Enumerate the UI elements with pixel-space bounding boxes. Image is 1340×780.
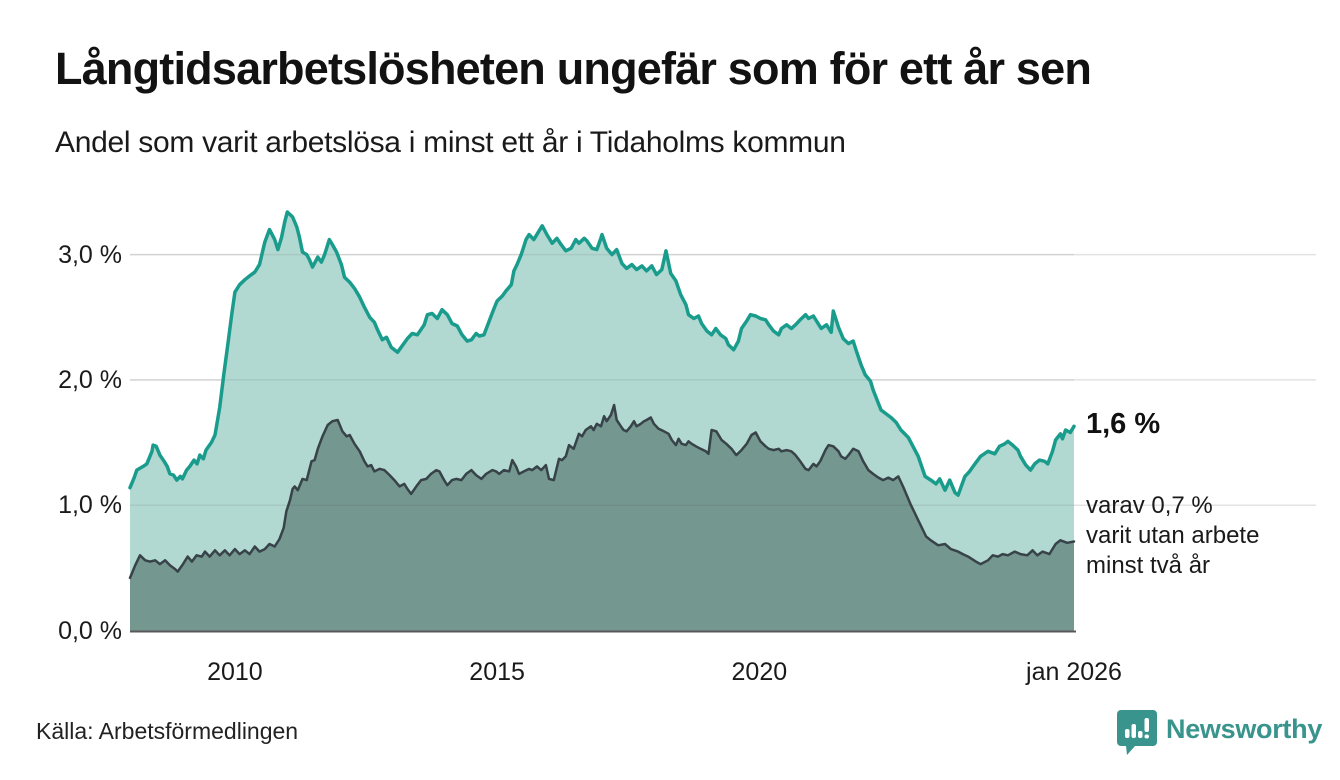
brand-name: Newsworthy [1166, 714, 1323, 744]
x-axis-tick-label: 2020 [731, 658, 788, 686]
y-axis-tick-label: 0,0 % [58, 616, 122, 645]
y-axis-tick-label: 1,0 % [58, 491, 122, 520]
y-axis-tick-label: 3,0 % [58, 240, 122, 269]
y-axis-tick-label: 2,0 % [58, 365, 122, 394]
end-value-annotation: varav 0,7 % varit utan arbete minst två … [1086, 491, 1259, 581]
annotation-line: varav 0,7 % [1086, 492, 1213, 519]
x-axis-tick-label: 2015 [469, 658, 525, 686]
end-value-label: 1,6 % [1086, 408, 1161, 440]
annotation-line: varit utan arbete [1086, 522, 1260, 549]
newsworthy-logo-icon [1117, 709, 1157, 762]
newsworthy-brand: Newsworthy [1117, 709, 1322, 762]
page-title: Långtidsarbetslösheten ungefär som för e… [55, 43, 1092, 94]
chart-subtitle: Andel som varit arbetslösa i minst ett å… [55, 126, 846, 159]
annotation-line: minst två år [1086, 552, 1211, 579]
x-axis-tick-label: jan 2026 [1026, 658, 1122, 686]
x-axis-tick-label: 2010 [207, 658, 263, 686]
source-note: Källa: Arbetsförmedlingen [36, 718, 299, 744]
